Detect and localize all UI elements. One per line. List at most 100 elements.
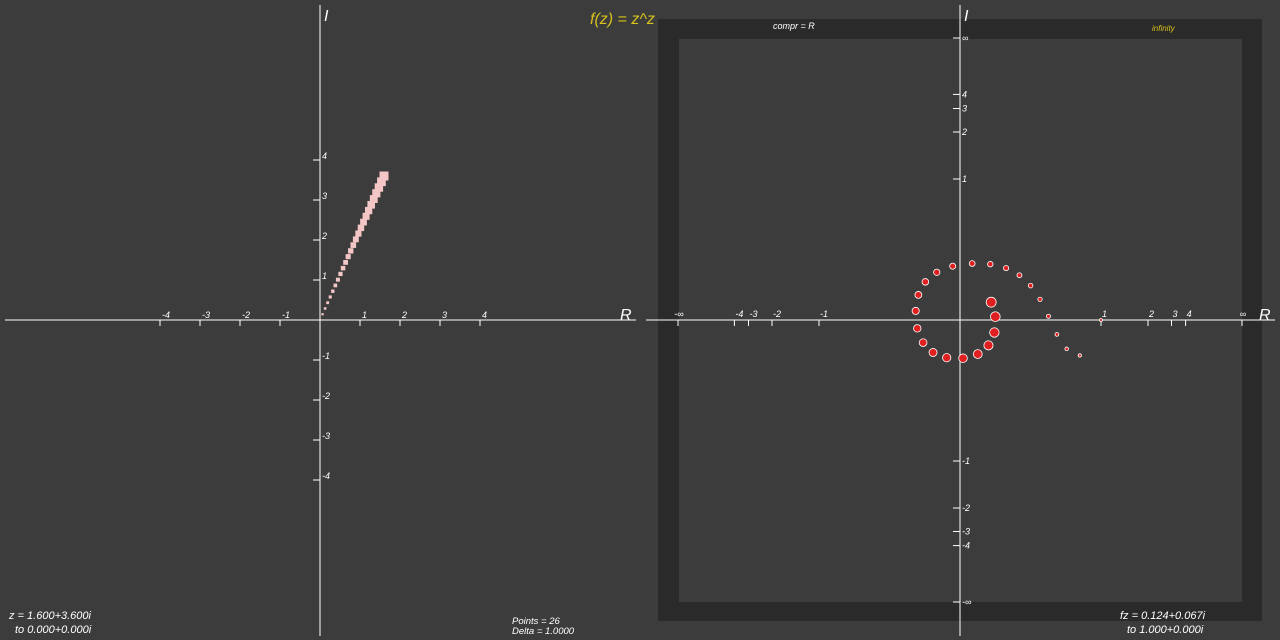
output-point xyxy=(1046,313,1051,319)
output-point xyxy=(983,340,994,351)
input-real-axis-label: R xyxy=(620,307,632,324)
output-point xyxy=(933,268,941,276)
output-point xyxy=(958,353,968,363)
output-x-tick-label: ∞ xyxy=(1240,309,1246,319)
output-point xyxy=(1099,318,1103,322)
input-y-tick-label: -3 xyxy=(322,431,330,441)
input-point xyxy=(348,248,354,254)
output-point xyxy=(911,306,920,315)
input-point xyxy=(331,289,335,293)
input-point xyxy=(335,277,340,282)
output-point xyxy=(1016,272,1023,279)
input-point xyxy=(362,212,370,220)
output-y-tick-label: -3 xyxy=(962,527,970,537)
input-point xyxy=(321,313,324,316)
output-x-tick-label: -∞ xyxy=(674,309,683,319)
output-y-tick-label: 3 xyxy=(962,104,967,114)
input-x-tick-label: 2 xyxy=(401,310,407,320)
input-y-tick-label: 3 xyxy=(322,191,327,201)
z-value: z = 1.600+3.600i xyxy=(9,610,91,622)
output-point xyxy=(1064,346,1069,352)
input-point xyxy=(328,295,332,299)
input-point xyxy=(343,260,348,265)
input-point xyxy=(350,242,357,248)
z-to-value: to 0.000+0.000i xyxy=(15,624,92,636)
output-x-tick-label: 3 xyxy=(1173,309,1178,319)
input-point xyxy=(372,189,381,198)
input-y-tick-label: -4 xyxy=(322,471,330,481)
output-x-tick-label: 1 xyxy=(1102,309,1107,319)
input-x-tick-label: 1 xyxy=(362,310,367,320)
output-point xyxy=(921,278,930,286)
output-point xyxy=(913,324,922,333)
output-y-tick-label: ∞ xyxy=(962,33,968,43)
input-x-tick-label: -3 xyxy=(202,310,210,320)
infinity-label: infinity xyxy=(1152,24,1175,33)
output-point xyxy=(928,348,938,357)
output-point xyxy=(949,262,957,270)
output-y-tick-label: 2 xyxy=(961,127,967,137)
output-point xyxy=(1037,296,1043,302)
points-count: Points = 26 xyxy=(512,616,560,627)
input-point xyxy=(333,283,338,288)
output-x-tick-label: -1 xyxy=(820,309,828,319)
output-point xyxy=(1077,353,1082,358)
input-y-tick-label: 4 xyxy=(322,151,327,161)
input-point xyxy=(357,224,365,232)
input-point xyxy=(355,230,362,237)
output-x-tick-label: 2 xyxy=(1148,309,1154,319)
output-point xyxy=(989,327,1000,338)
output-y-tick-label: -∞ xyxy=(962,597,971,607)
output-point xyxy=(942,353,952,363)
output-real-axis-label: R xyxy=(1259,307,1271,324)
input-point xyxy=(326,301,330,305)
compression-label: compr = R xyxy=(773,21,815,31)
input-point xyxy=(377,177,386,187)
fz-to-value: to 1.000+0.000i xyxy=(1127,624,1204,636)
input-y-tick-label: -1 xyxy=(322,351,330,361)
input-y-tick-label: 2 xyxy=(321,231,327,241)
input-x-tick-label: -4 xyxy=(162,310,170,320)
output-point xyxy=(1003,265,1010,272)
output-imag-axis-label: I xyxy=(964,8,969,25)
delta-value: Delta = 1.0000 xyxy=(512,626,575,637)
output-x-tick-label: -2 xyxy=(773,309,781,319)
output-point xyxy=(972,349,983,359)
output-y-tick-label: -1 xyxy=(962,456,970,466)
input-y-tick-label: 1 xyxy=(322,271,327,281)
input-y-tick-label: -2 xyxy=(322,391,330,401)
output-y-tick-label: 1 xyxy=(962,174,967,184)
input-x-tick-label: -1 xyxy=(282,310,290,320)
input-point xyxy=(340,265,346,271)
input-point xyxy=(369,195,378,203)
input-point xyxy=(338,271,343,277)
input-point xyxy=(367,201,375,209)
output-y-tick-label: -4 xyxy=(962,541,970,551)
input-point xyxy=(379,171,389,181)
output-point xyxy=(985,296,997,308)
output-point xyxy=(987,261,994,268)
input-point xyxy=(319,319,321,321)
output-x-tick-label: 4 xyxy=(1187,309,1192,319)
output-point xyxy=(914,291,923,299)
output-x-tick-label: -4 xyxy=(735,309,743,319)
output-point xyxy=(1027,282,1034,289)
function-title: f(z) = z^z xyxy=(590,11,655,28)
input-x-tick-label: 4 xyxy=(482,310,487,320)
input-x-tick-label: 3 xyxy=(442,310,447,320)
input-x-tick-label: -2 xyxy=(242,310,250,320)
input-imag-axis-label: I xyxy=(324,8,329,25)
input-point xyxy=(352,236,359,243)
input-point xyxy=(323,307,327,310)
output-point xyxy=(968,260,976,267)
output-x-tick-label: -3 xyxy=(750,309,758,319)
output-y-tick-label: -2 xyxy=(962,503,970,513)
input-point xyxy=(364,206,373,215)
input-point xyxy=(374,183,384,192)
output-point xyxy=(1054,332,1060,337)
output-y-tick-label: 4 xyxy=(962,89,967,99)
output-point xyxy=(918,338,928,347)
input-point xyxy=(345,254,351,260)
input-point xyxy=(360,218,367,226)
